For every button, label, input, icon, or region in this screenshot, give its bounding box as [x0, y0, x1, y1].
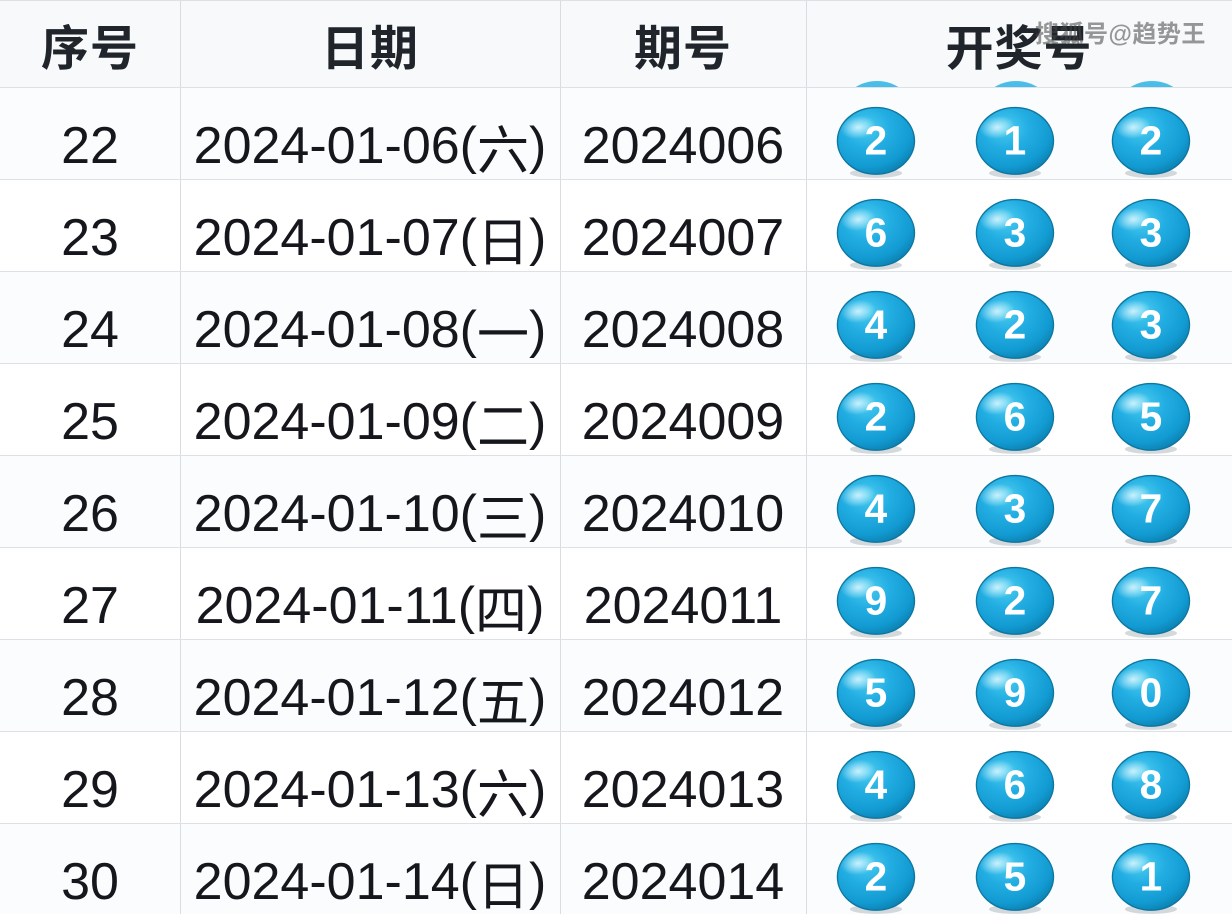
- svg-text:5: 5: [1004, 853, 1027, 899]
- svg-text:4: 4: [865, 761, 888, 807]
- svg-text:2: 2: [1140, 117, 1163, 163]
- svg-text:7: 7: [1140, 577, 1163, 623]
- svg-text:6: 6: [1004, 393, 1027, 439]
- svg-text:2: 2: [865, 393, 888, 439]
- svg-text:2: 2: [1004, 301, 1027, 347]
- svg-text:2: 2: [865, 117, 888, 163]
- svg-text:2: 2: [865, 853, 888, 899]
- svg-text:2: 2: [1004, 577, 1027, 623]
- svg-text:1: 1: [1004, 117, 1027, 163]
- svg-text:8: 8: [1140, 761, 1163, 807]
- svg-text:1: 1: [1140, 853, 1163, 899]
- svg-text:9: 9: [1004, 669, 1027, 715]
- svg-text:5: 5: [865, 669, 888, 715]
- svg-text:3: 3: [1004, 209, 1027, 255]
- svg-text:5: 5: [1140, 393, 1163, 439]
- svg-text:7: 7: [1140, 485, 1163, 531]
- svg-text:3: 3: [1140, 301, 1163, 347]
- svg-text:3: 3: [1140, 209, 1163, 255]
- svg-text:0: 0: [1140, 669, 1163, 715]
- svg-text:4: 4: [865, 301, 888, 347]
- svg-text:6: 6: [1004, 761, 1027, 807]
- svg-text:4: 4: [865, 485, 888, 531]
- svg-text:9: 9: [865, 577, 888, 623]
- svg-text:3: 3: [1004, 485, 1027, 531]
- svg-text:6: 6: [865, 209, 888, 255]
